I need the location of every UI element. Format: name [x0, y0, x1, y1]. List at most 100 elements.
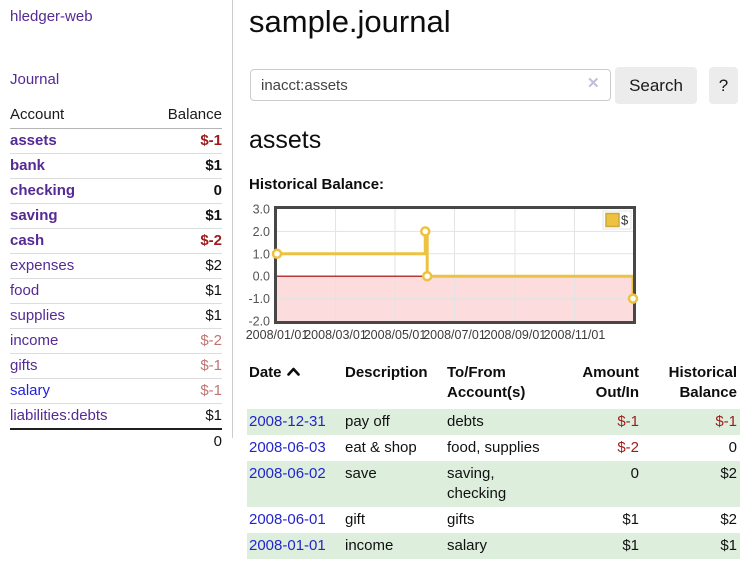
account-link-liabilities-debts[interactable]: liabilities:debts: [10, 407, 108, 424]
accounts-total-value: 0: [146, 428, 222, 454]
search-button[interactable]: Search: [615, 67, 697, 104]
account-heading: assets: [249, 126, 322, 154]
account-link-supplies[interactable]: supplies: [10, 307, 66, 324]
account-link-gifts[interactable]: gifts: [10, 357, 38, 374]
accounts-total-row: 0: [10, 428, 222, 454]
transaction-accounts: gifts: [447, 511, 475, 528]
account-balance: $1: [146, 303, 222, 329]
svg-text:-2.0: -2.0: [248, 315, 270, 329]
chart-label: Historical Balance:: [249, 176, 385, 193]
account-row-liabilities-debts: liabilities:debts $1: [10, 403, 222, 430]
svg-text:2008/07/01: 2008/07/01: [423, 328, 486, 342]
transaction-description: gift: [345, 511, 366, 528]
svg-text:2008/09/01: 2008/09/01: [484, 328, 547, 342]
transaction-balance: $2: [720, 511, 737, 528]
transaction-balance: $2: [720, 465, 737, 482]
svg-text:1.0: 1.0: [253, 247, 270, 261]
account-balance: $1: [146, 403, 222, 430]
svg-text:2008/11/01: 2008/11/01: [544, 328, 606, 342]
register-row: 2008-06-02 save saving, checking 0 $2: [247, 461, 740, 507]
transaction-date-link[interactable]: 2008-12-31: [249, 413, 326, 430]
svg-text:-1.0: -1.0: [248, 292, 270, 306]
svg-text:0.0: 0.0: [253, 270, 270, 284]
account-balance: $-1: [146, 128, 222, 154]
account-link-bank[interactable]: bank: [10, 157, 46, 174]
transaction-accounts: saving, checking: [447, 465, 507, 502]
register-row: 2008-06-03 eat & shop food, supplies $-2…: [247, 435, 740, 461]
help-button[interactable]: ?: [709, 67, 738, 104]
transaction-description: save: [345, 465, 377, 482]
search-input[interactable]: [250, 69, 611, 101]
sidebar-item-journal[interactable]: Journal: [10, 71, 60, 88]
account-balance: $1: [146, 203, 222, 229]
page-title: sample.journal: [249, 4, 451, 39]
svg-text:2008/03/01: 2008/03/01: [304, 328, 367, 342]
account-row-cash: cash $-2: [10, 228, 222, 254]
transaction-amount: $1: [622, 537, 639, 554]
account-link-food[interactable]: food: [10, 282, 40, 299]
account-balance: 0: [146, 178, 222, 204]
account-row-assets: assets $-1: [10, 128, 222, 154]
register-header-date-label: Date: [249, 364, 282, 381]
svg-text:3.0: 3.0: [253, 203, 270, 217]
account-balance: $-2: [146, 228, 222, 254]
transaction-date-link[interactable]: 2008-06-03: [249, 439, 326, 456]
register-header-date[interactable]: Date: [247, 361, 343, 409]
clear-search-icon[interactable]: ✕: [587, 75, 600, 92]
svg-text:2.0: 2.0: [253, 225, 270, 239]
account-row-saving: saving $1: [10, 203, 222, 229]
transaction-description: eat & shop: [345, 439, 417, 456]
register-row: 2008-06-01 gift gifts $1 $2: [247, 507, 740, 533]
account-balance: $1: [146, 278, 222, 304]
register-table: Date Description To/From Account(s) Amou…: [247, 361, 740, 559]
account-row-bank: bank $1: [10, 153, 222, 179]
account-balance: $2: [146, 253, 222, 279]
accounts-table: Account Balance assets $-1 bank $1 check…: [10, 103, 222, 454]
account-balance: $-1: [146, 378, 222, 404]
transaction-amount: $1: [622, 511, 639, 528]
app-title-link[interactable]: hledger-web: [10, 8, 93, 25]
account-link-income[interactable]: income: [10, 332, 59, 349]
svg-text:2008/05/01: 2008/05/01: [364, 328, 427, 342]
account-link-assets[interactable]: assets: [10, 132, 57, 149]
account-link-saving[interactable]: saving: [10, 207, 58, 224]
account-balance: $-1: [146, 353, 222, 379]
account-link-expenses[interactable]: expenses: [10, 257, 75, 274]
account-balance: $1: [146, 153, 222, 179]
account-row-supplies: supplies $1: [10, 303, 222, 329]
transaction-date-link[interactable]: 2008-06-01: [249, 511, 326, 528]
transaction-balance: $1: [720, 537, 737, 554]
account-row-food: food $1: [10, 278, 222, 304]
register-header-amount: Amount Out/In: [582, 364, 639, 401]
account-row-income: income $-2: [10, 328, 222, 354]
account-row-checking: checking 0: [10, 178, 222, 204]
register-row: 2008-01-01 income salary $1 $1: [247, 533, 740, 559]
sort-ascending-icon: [286, 362, 300, 382]
transaction-date-link[interactable]: 2008-06-02: [249, 465, 326, 482]
account-balance: $-2: [146, 328, 222, 354]
transaction-amount: $-1: [617, 413, 639, 430]
sidebar: hledger-web Journal Account Balance asse…: [0, 0, 233, 454]
transaction-accounts: food, supplies: [447, 439, 540, 456]
account-link-checking[interactable]: checking: [10, 182, 76, 199]
transaction-balance: 0: [728, 439, 737, 456]
chart-canvas: $3.0 2.0 1.0 0.0 -1.0 -2.02008/01/012008/03/0…: [246, 203, 639, 342]
account-link-salary[interactable]: salary: [10, 382, 51, 399]
register-row: 2008-12-31 pay off debts $-1 $-1: [247, 409, 740, 435]
historical-balance-chart: $3.0 2.0 1.0 0.0 -1.0 -2.0 2008/01/01 2008/03/0…: [245, 203, 640, 348]
account-row-salary: salary $-1: [10, 378, 222, 404]
search-form: ✕ Search ?: [250, 67, 738, 104]
svg-text:$: $: [621, 213, 629, 228]
register-header-accounts: To/From Account(s): [447, 364, 526, 401]
account-row-gifts: gifts $-1: [10, 353, 222, 379]
transaction-description: income: [345, 537, 394, 554]
accounts-header-account: Account: [10, 103, 147, 129]
transaction-accounts: debts: [447, 413, 484, 430]
transaction-description: pay off: [345, 413, 390, 430]
transaction-date-link[interactable]: 2008-01-01: [249, 537, 326, 554]
transaction-accounts: salary: [447, 537, 488, 554]
transaction-amount: $-2: [617, 439, 639, 456]
account-link-cash[interactable]: cash: [10, 232, 45, 249]
register-header-balance: Historical Balance: [668, 364, 737, 401]
